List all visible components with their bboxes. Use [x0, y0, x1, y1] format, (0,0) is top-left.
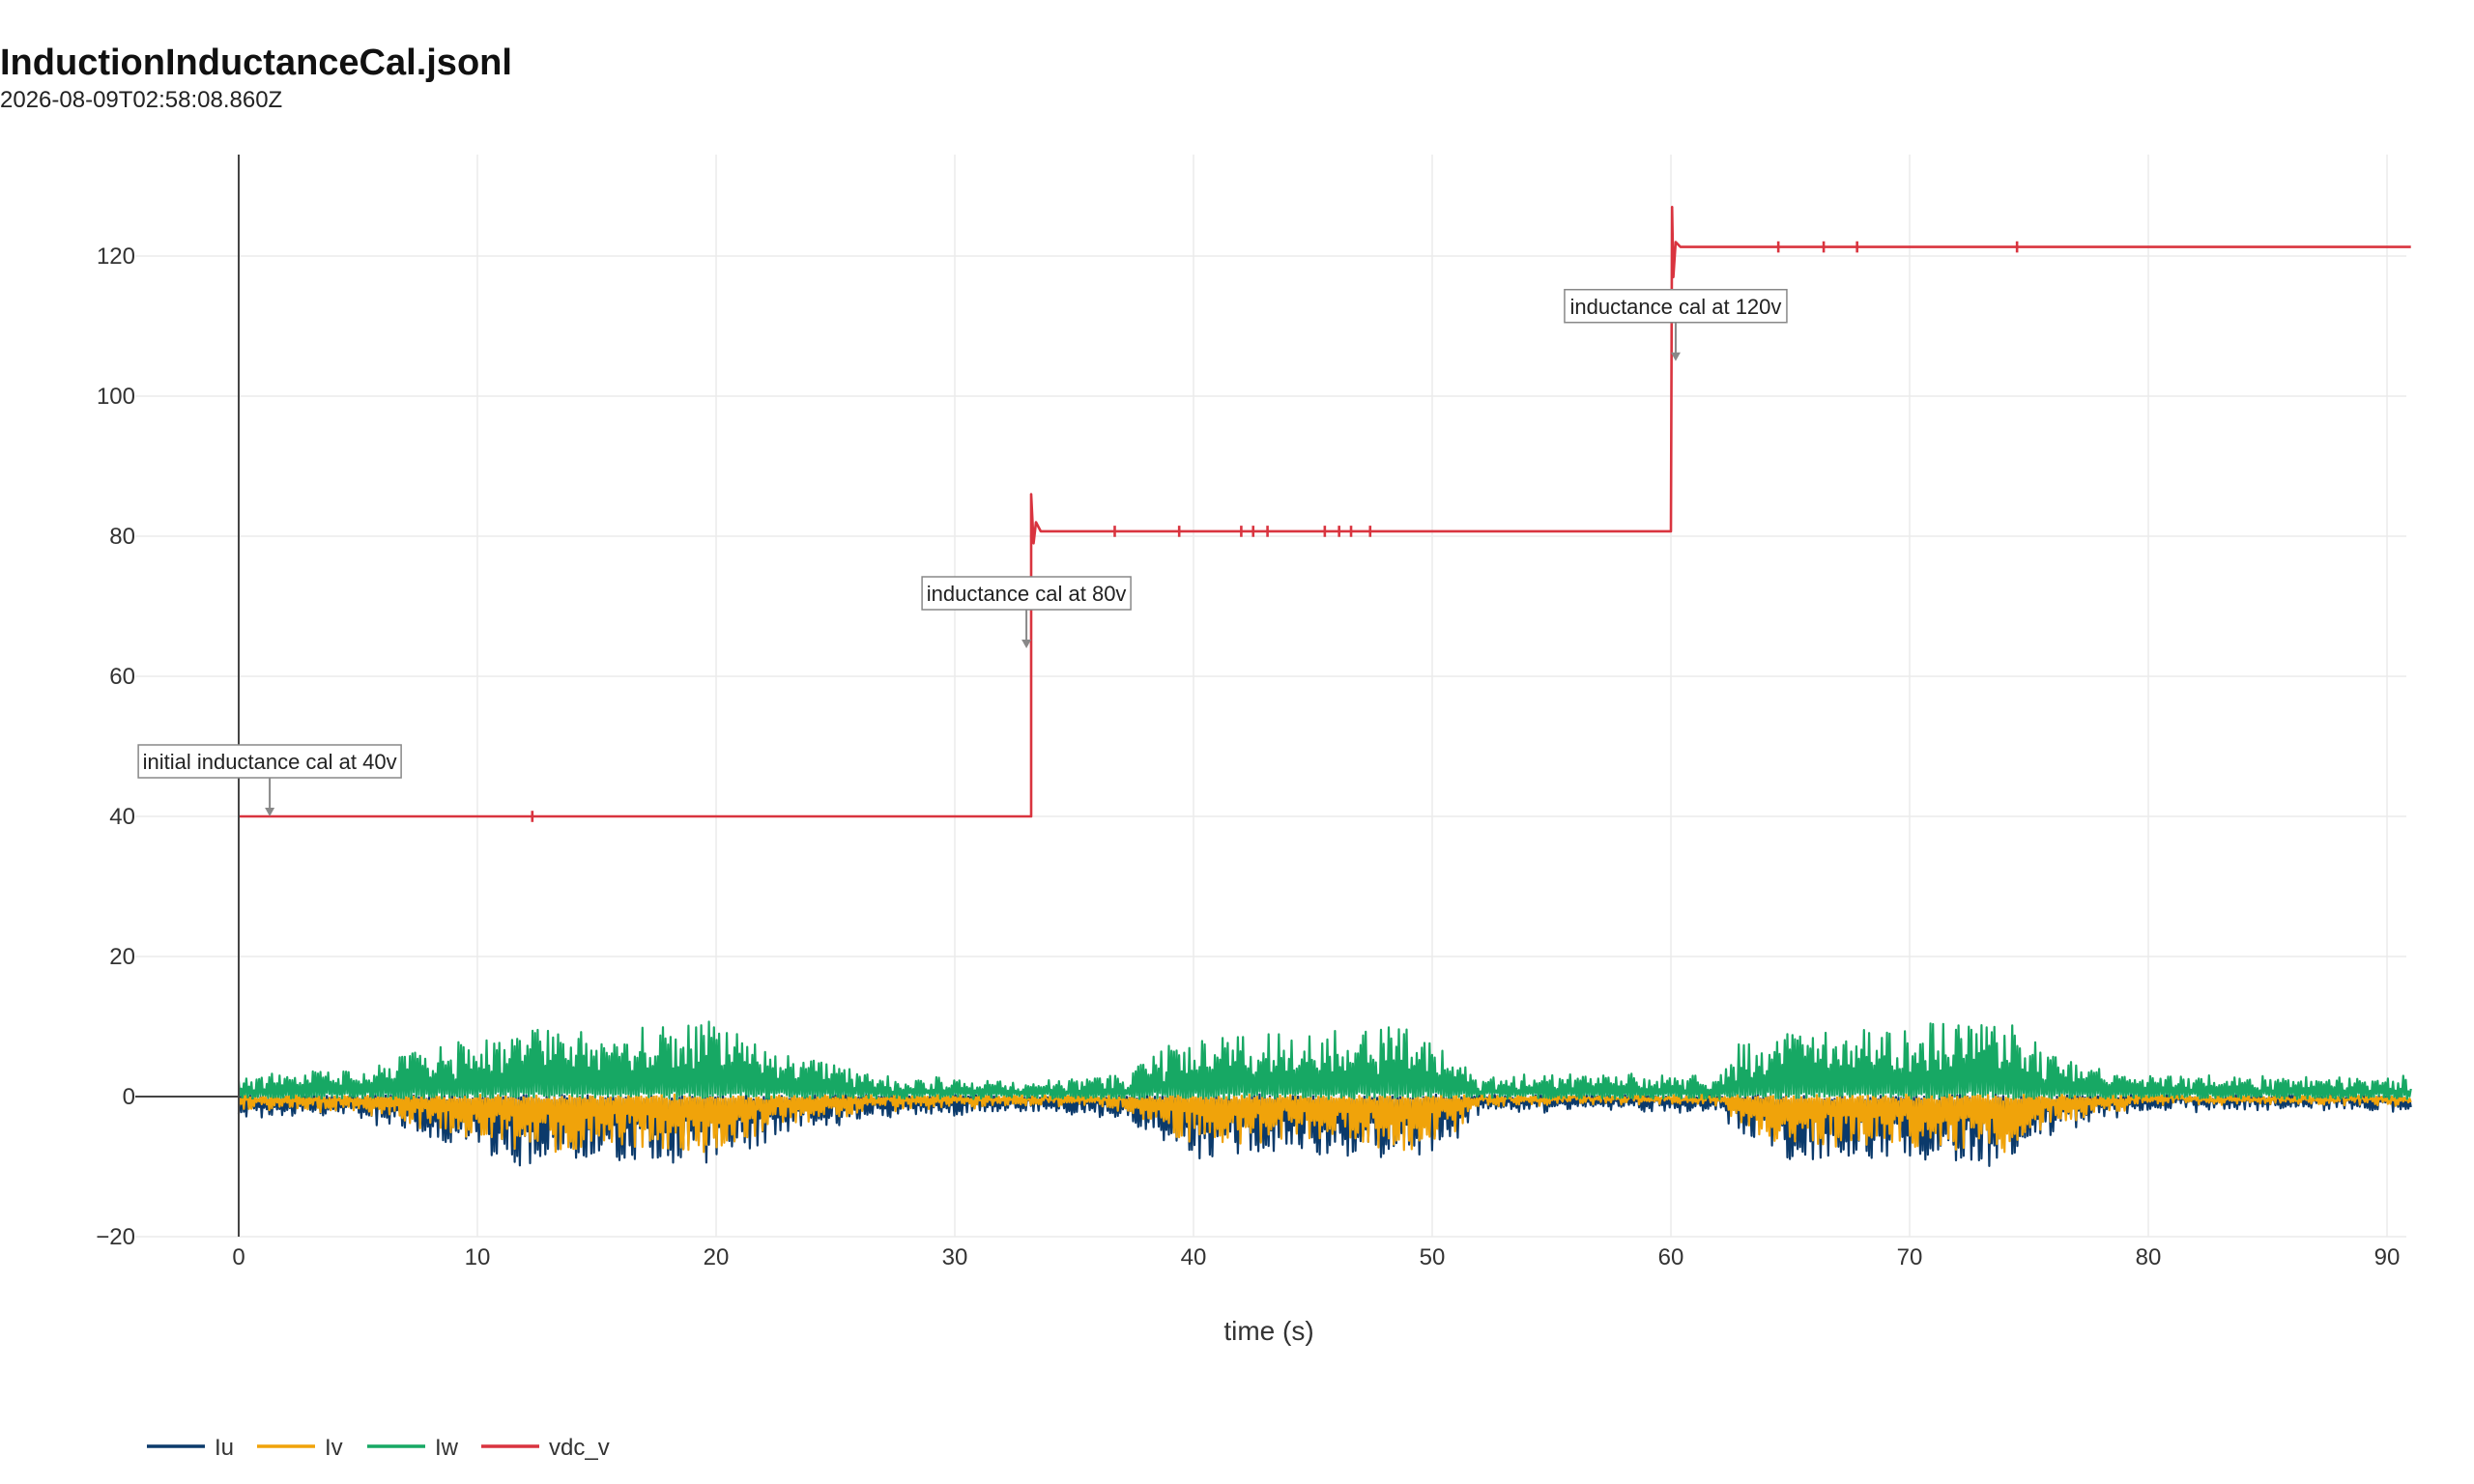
- y-tick-label: 20: [109, 944, 135, 970]
- annotation: initial inductance cal at 40v: [137, 744, 402, 816]
- x-tick-label: 0: [232, 1244, 245, 1270]
- x-tick-label: 90: [2374, 1244, 2401, 1270]
- annotation-text: inductance cal at 120v: [1569, 295, 1781, 319]
- x-tick-label: 70: [1897, 1244, 1923, 1270]
- legend-item-iv[interactable]: Iv: [257, 1435, 343, 1461]
- series-layer: [237, 206, 2412, 1167]
- annotation-arrowhead: [1021, 640, 1032, 648]
- series-line-vdc_v: [239, 206, 2411, 818]
- annotation-arrowhead: [265, 808, 275, 816]
- legend-item-iu[interactable]: Iu: [147, 1435, 234, 1461]
- y-tick-label: 100: [97, 384, 135, 410]
- annotation: inductance cal at 120v: [1564, 289, 1788, 361]
- legend-label: Iv: [325, 1435, 343, 1461]
- annotation: inductance cal at 80v: [921, 576, 1132, 648]
- x-tick-label: 60: [1658, 1244, 1684, 1270]
- x-tick-label: 30: [942, 1244, 968, 1270]
- x-tick-label: 40: [1181, 1244, 1207, 1270]
- series-line-iv: [237, 1093, 2412, 1154]
- y-tick-label: 60: [109, 664, 135, 690]
- annotation-box: [1564, 289, 1788, 324]
- y-tick-label: 40: [109, 804, 135, 830]
- annotation-layer: initial inductance cal at 40v inductance …: [137, 289, 1788, 816]
- x-tick-label: 10: [465, 1244, 491, 1270]
- annotation-box: [137, 744, 402, 779]
- x-axis-title: time (s): [1223, 1316, 1313, 1346]
- annotation-text: inductance cal at 80v: [927, 582, 1127, 606]
- y-tick-label: 0: [123, 1084, 135, 1110]
- annotation-box: [921, 576, 1132, 611]
- legend-label: Iw: [435, 1435, 459, 1461]
- x-tick-label: 50: [1420, 1244, 1446, 1270]
- annotation-text: initial inductance cal at 40v: [143, 750, 397, 774]
- legend-item-iw[interactable]: Iw: [367, 1435, 459, 1461]
- axis-layer: 0 10 20 30 40 50 60 70 80 90 −20 0 20 40 60 80 100 120 tim…: [96, 155, 2400, 1346]
- y-tick-label: −20: [96, 1224, 135, 1250]
- y-tick-label: 80: [109, 524, 135, 550]
- legend-item-vdc_v[interactable]: vdc_v: [481, 1435, 610, 1461]
- annotation-arrowhead: [1670, 352, 1681, 361]
- legend-label: Iu: [215, 1435, 234, 1461]
- legend[interactable]: Iu Iv Iw vdc_v: [147, 1435, 610, 1461]
- chart-subtitle: 2026-08-09T02:58:08.860Z: [0, 87, 283, 113]
- y-tick-label: 120: [97, 243, 135, 270]
- x-tick-label: 20: [704, 1244, 730, 1270]
- chart-title: InductionInductanceCal.jsonl: [0, 43, 512, 83]
- legend-label: vdc_v: [549, 1435, 610, 1461]
- series-line-iw: [237, 1020, 2412, 1100]
- x-tick-label: 80: [2136, 1244, 2162, 1270]
